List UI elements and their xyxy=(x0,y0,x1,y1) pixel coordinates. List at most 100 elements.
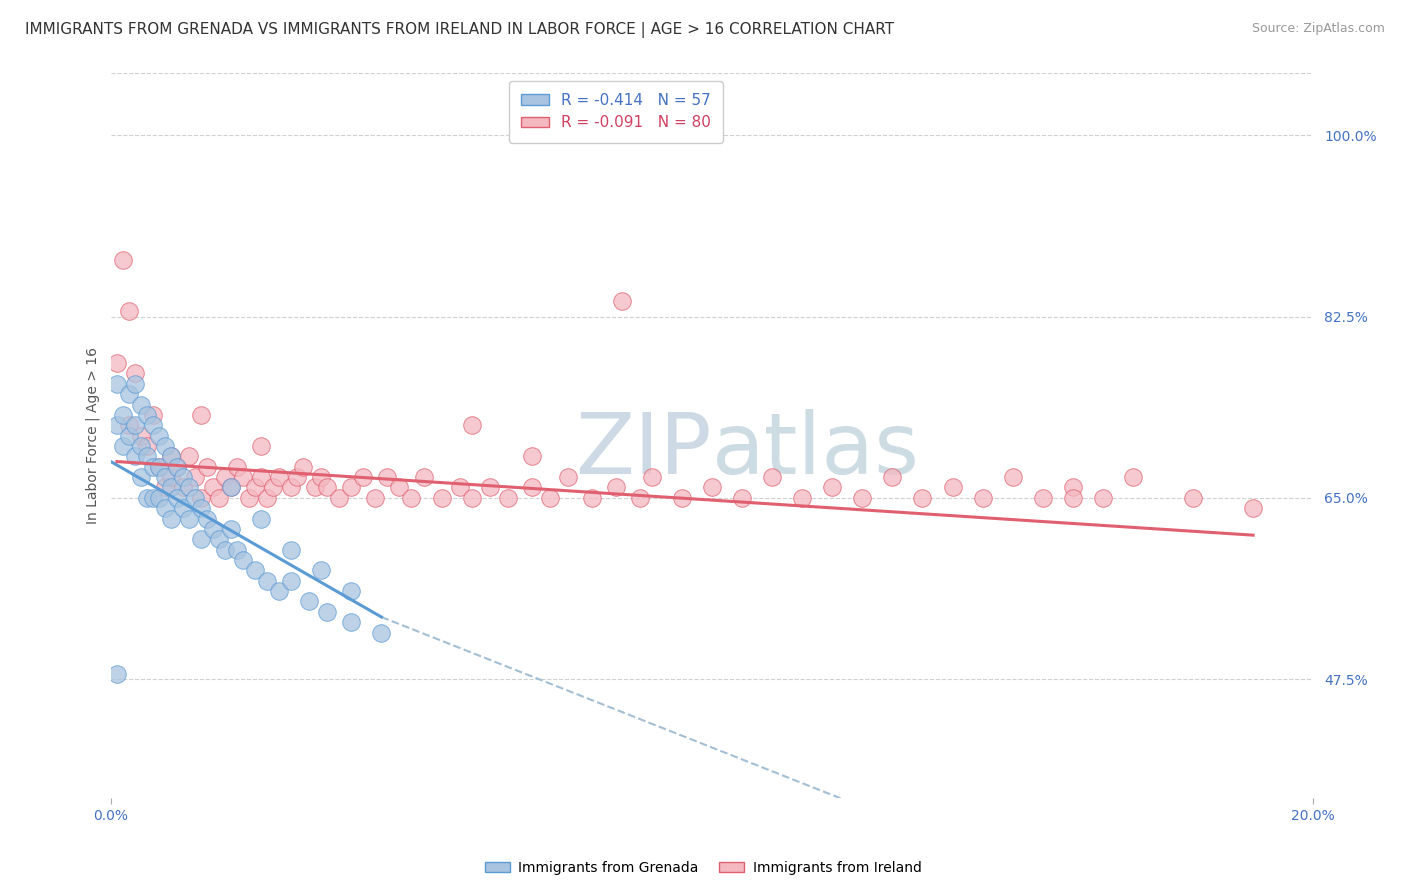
Point xyxy=(184,491,207,505)
Point xyxy=(460,418,482,433)
Point xyxy=(136,439,159,453)
Point xyxy=(214,470,236,484)
Point xyxy=(111,439,134,453)
Point xyxy=(256,491,278,505)
Point xyxy=(118,428,141,442)
Point xyxy=(641,470,664,484)
Point xyxy=(1122,470,1144,484)
Point xyxy=(761,470,783,484)
Y-axis label: In Labor Force | Age > 16: In Labor Force | Age > 16 xyxy=(86,347,100,524)
Point xyxy=(370,625,392,640)
Point xyxy=(238,491,260,505)
Point xyxy=(142,459,165,474)
Point xyxy=(243,481,266,495)
Legend: Immigrants from Grenada, Immigrants from Ireland: Immigrants from Grenada, Immigrants from… xyxy=(479,855,927,880)
Point xyxy=(129,439,152,453)
Point xyxy=(700,481,723,495)
Point xyxy=(285,470,308,484)
Point xyxy=(340,615,363,630)
Point xyxy=(105,376,128,391)
Point xyxy=(190,408,212,422)
Point xyxy=(124,376,146,391)
Point xyxy=(148,491,170,505)
Point xyxy=(292,459,315,474)
Point xyxy=(269,584,291,599)
Point xyxy=(160,450,183,464)
Point xyxy=(304,481,326,495)
Point xyxy=(177,511,200,525)
Point xyxy=(172,470,194,484)
Point xyxy=(269,470,291,484)
Point xyxy=(911,491,934,505)
Point xyxy=(105,356,128,370)
Legend: R = -0.414   N = 57, R = -0.091   N = 80: R = -0.414 N = 57, R = -0.091 N = 80 xyxy=(509,80,723,143)
Point xyxy=(190,533,212,547)
Text: ZIP: ZIP xyxy=(575,409,711,491)
Point xyxy=(1091,491,1114,505)
Point xyxy=(219,481,242,495)
Point xyxy=(1062,481,1084,495)
Point xyxy=(250,511,273,525)
Point xyxy=(160,481,183,495)
Point xyxy=(118,304,141,318)
Point xyxy=(280,481,302,495)
Point xyxy=(202,522,225,536)
Point xyxy=(851,491,873,505)
Point xyxy=(316,605,339,619)
Point xyxy=(124,367,146,381)
Point xyxy=(105,667,128,681)
Point xyxy=(449,481,471,495)
Point xyxy=(496,491,519,505)
Point xyxy=(184,470,207,484)
Point xyxy=(792,491,814,505)
Point xyxy=(129,398,152,412)
Point xyxy=(232,553,254,567)
Point xyxy=(1241,501,1264,516)
Point xyxy=(111,252,134,267)
Point xyxy=(136,491,159,505)
Point xyxy=(731,491,754,505)
Point xyxy=(153,481,176,495)
Point xyxy=(520,450,543,464)
Point xyxy=(136,408,159,422)
Point xyxy=(1032,491,1054,505)
Point xyxy=(328,491,350,505)
Point xyxy=(430,491,453,505)
Point xyxy=(111,408,134,422)
Point xyxy=(219,481,242,495)
Point xyxy=(1181,491,1204,505)
Point xyxy=(166,459,188,474)
Point xyxy=(340,584,363,599)
Point xyxy=(214,542,236,557)
Point xyxy=(280,542,302,557)
Point xyxy=(610,293,633,308)
Point xyxy=(208,491,231,505)
Point xyxy=(232,470,254,484)
Point xyxy=(195,459,218,474)
Point xyxy=(129,470,152,484)
Point xyxy=(105,418,128,433)
Point xyxy=(190,501,212,516)
Point xyxy=(401,491,423,505)
Point xyxy=(166,491,188,505)
Point xyxy=(671,491,693,505)
Point xyxy=(153,439,176,453)
Point xyxy=(460,491,482,505)
Point xyxy=(311,563,333,577)
Point xyxy=(172,501,194,516)
Point xyxy=(160,470,183,484)
Point xyxy=(208,533,231,547)
Point xyxy=(262,481,284,495)
Point xyxy=(250,470,273,484)
Point xyxy=(148,459,170,474)
Point xyxy=(340,481,363,495)
Point xyxy=(219,522,242,536)
Point xyxy=(177,481,200,495)
Point xyxy=(166,459,188,474)
Point xyxy=(148,459,170,474)
Point xyxy=(412,470,434,484)
Point xyxy=(118,387,141,401)
Point xyxy=(352,470,374,484)
Point xyxy=(298,594,321,608)
Point xyxy=(280,574,302,588)
